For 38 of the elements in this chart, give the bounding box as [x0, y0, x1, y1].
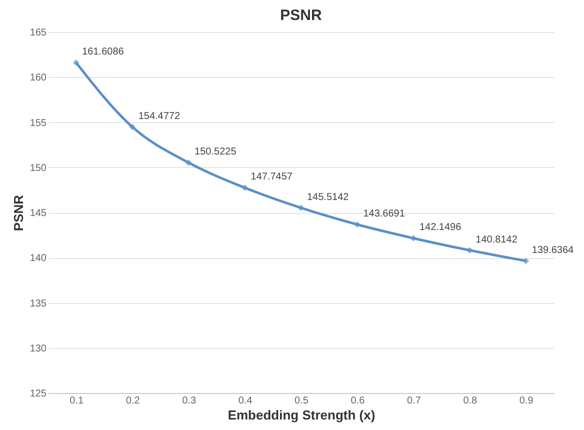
- y-tick-label: 135: [30, 298, 47, 310]
- x-tick-label: 0.6: [350, 396, 366, 406]
- y-tick-label: 150: [30, 162, 47, 174]
- data-label: 142.1496: [419, 222, 462, 234]
- point: [242, 184, 248, 191]
- data-label: 143.6691: [363, 208, 406, 220]
- data-label: 145.5142: [307, 192, 350, 203]
- x-axis-title: Embedding Strength (x): [228, 408, 376, 422]
- x-tick-label: 0.2: [126, 396, 140, 406]
- y-axis-title: PSNR: [10, 194, 26, 232]
- y-tick-label: 130: [30, 343, 47, 354]
- point: [298, 204, 304, 212]
- y-tick-label: 145: [30, 208, 47, 219]
- data-label: 147.7457: [250, 172, 293, 183]
- point: [522, 258, 530, 264]
- data-label: 154.4772: [138, 110, 180, 122]
- y-tick-label: 140: [30, 253, 47, 264]
- y-tick-label: 165: [30, 28, 47, 38]
- y-tick-label: 155: [30, 118, 47, 129]
- point: [72, 59, 80, 66]
- point: [410, 235, 417, 242]
- x-tick-label: 0.9: [519, 396, 534, 406]
- x-tick-label: 0.8: [463, 396, 478, 406]
- data-label: 139.6364: [532, 244, 574, 256]
- data-label: 140.8142: [476, 234, 518, 246]
- x-tick-label: 0.1: [70, 396, 84, 406]
- point: [185, 159, 192, 166]
- x-tick-label: 0.3: [182, 396, 196, 406]
- data-label: 150.5225: [194, 146, 237, 158]
- y-tick-label: 160: [30, 72, 47, 84]
- y-tick-label: 125: [30, 388, 47, 400]
- chart-title: PSNR: [280, 7, 322, 24]
- x-tick-label: 0.4: [238, 396, 253, 406]
- point: [354, 221, 360, 228]
- data-label: 161.6086: [82, 46, 124, 58]
- point: [129, 124, 136, 130]
- x-tick-label: 0.7: [406, 396, 422, 406]
- x-tick-label: 0.5: [294, 396, 309, 406]
